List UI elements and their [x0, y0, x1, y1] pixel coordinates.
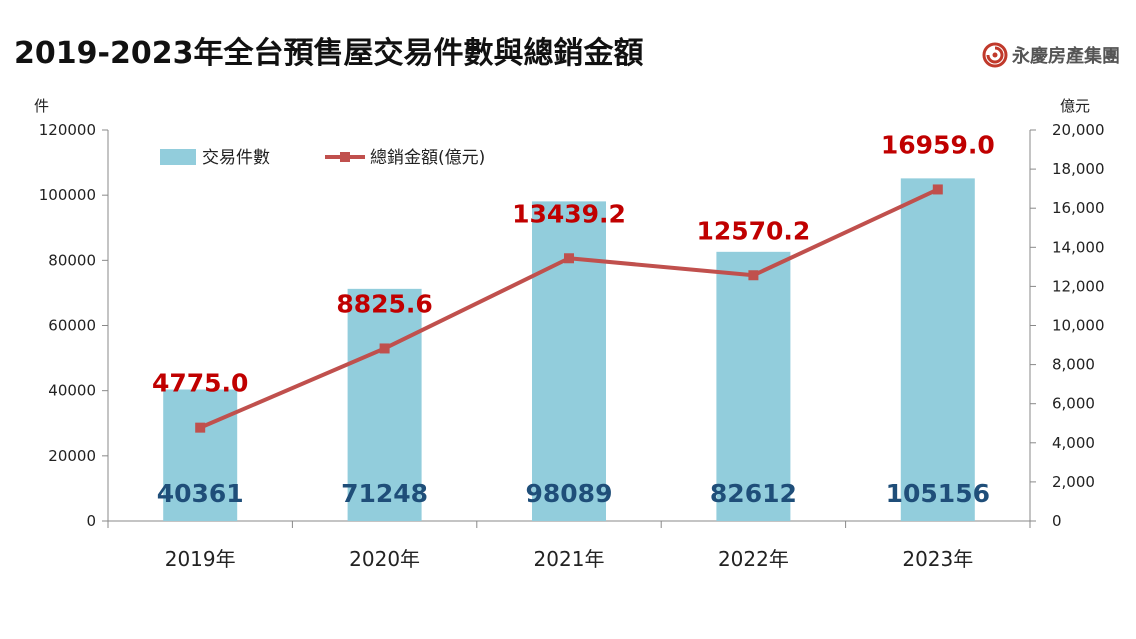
right-tick-label: 4,000 [1052, 434, 1095, 452]
left-tick-label: 20000 [48, 447, 96, 465]
bar-value-label: 82612 [710, 479, 797, 508]
legend-label-bar: 交易件數 [202, 148, 270, 168]
x-category-label: 2021年 [534, 547, 605, 571]
line-point [748, 270, 759, 281]
right-tick-label: 12,000 [1052, 277, 1105, 295]
page-title: 2019-2023年全台預售屋交易件數與總銷金額 [14, 36, 644, 71]
x-category-label: 2023年 [902, 547, 973, 571]
line-value-label: 16959.0 [881, 130, 995, 159]
x-category-label: 2019年 [165, 547, 236, 571]
right-axis-unit: 億元 [1060, 97, 1090, 115]
x-category-label: 2020年 [349, 547, 420, 571]
right-tick-label: 0 [1052, 512, 1062, 530]
bar [532, 201, 606, 521]
bar-value-label: 71248 [341, 479, 428, 508]
line-point [564, 253, 574, 264]
right-tick-label: 10,000 [1052, 317, 1105, 335]
bar-series [163, 178, 975, 521]
line-value-label: 8825.6 [336, 289, 432, 318]
right-tick-label: 2,000 [1052, 473, 1095, 491]
legend-swatch-bar [160, 149, 196, 165]
x-category-label: 2022年 [718, 547, 789, 571]
right-tick-label: 8,000 [1052, 356, 1095, 374]
bar [716, 251, 791, 521]
legend-swatch-marker [340, 152, 350, 162]
bar-value-label: 98089 [526, 479, 613, 508]
left-tick-label: 100000 [39, 186, 96, 204]
bar-value-label: 105156 [886, 479, 990, 508]
left-axis-unit: 件 [34, 97, 49, 115]
brand-name: 永慶房產集團 [1012, 46, 1120, 67]
bar [900, 178, 975, 521]
left-tick-label: 60000 [48, 317, 96, 335]
bar-value-label: 40361 [157, 479, 244, 508]
right-tick-label: 6,000 [1052, 395, 1095, 413]
left-tick-label: 40000 [48, 382, 96, 400]
swirl-logo-icon [982, 42, 1008, 68]
left-tick-label: 80000 [48, 251, 96, 269]
right-tick-label: 18,000 [1052, 160, 1105, 178]
line-point [195, 422, 206, 433]
right-tick-label: 20,000 [1052, 121, 1105, 139]
line-value-label: 4775.0 [152, 369, 248, 398]
line-point [379, 343, 390, 354]
left-tick-label: 0 [86, 512, 96, 530]
line-value-label: 13439.2 [512, 199, 626, 228]
right-tick-label: 16,000 [1052, 199, 1105, 217]
legend: 交易件數 總銷金額(億元) [160, 148, 485, 168]
brand-logo: 永慶房產集團 [982, 42, 1120, 68]
legend-label-line: 總銷金額(億元) [370, 148, 485, 168]
data-labels: 40361 71248 98089 82612 105156 4775.0 8825.6 13… [152, 130, 995, 508]
line-value-label: 12570.2 [696, 216, 810, 245]
bar [347, 288, 422, 521]
line-series [195, 184, 943, 433]
left-tick-label: 120000 [39, 121, 96, 139]
line-point [932, 184, 943, 195]
bar [163, 389, 238, 521]
right-tick-label: 14,000 [1052, 238, 1105, 256]
